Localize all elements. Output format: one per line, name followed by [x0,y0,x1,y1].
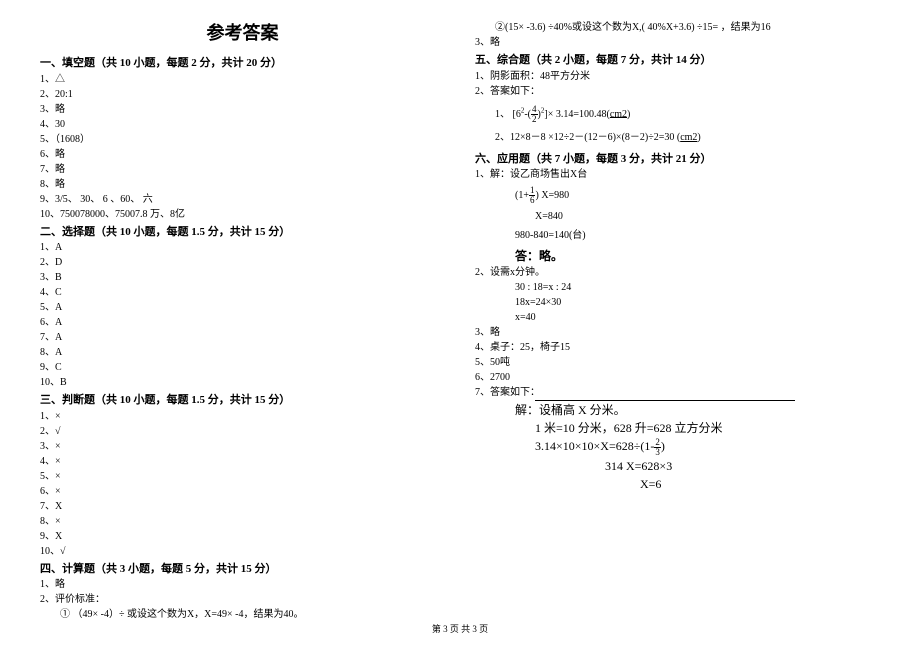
s2-i5: 5、A [40,300,445,315]
s4-i1: 1、略 [40,577,445,592]
s6-eq3: 980-840=140(台) [475,228,880,243]
s6-s7e: X=6 [475,475,880,493]
left-column: 参考答案 一、填空题（共 10 小题，每题 2 分，共计 20 分） 1、△ 2… [40,20,445,600]
s1-i6: 6、略 [40,147,445,162]
s2-i3: 3、B [40,270,445,285]
s5-f1a: 1、 [495,108,510,119]
section-5-header: 五、综合题（共 2 小题，每题 7 分，共计 14 分） [475,52,880,69]
s4-i2: 2、评价标准： [40,592,445,607]
section-3-header: 三、判断题（共 10 小题，每题 1.5 分，共计 15 分） [40,392,445,409]
s6-l3: 3、略 [475,325,880,340]
s2-i8: 8、A [40,345,445,360]
s5-f1: 1、 [62-(42)2]× 3.14=100.48(cm2) [475,105,880,124]
s3-i2: 2、√ [40,424,445,439]
section-1-header: 一、填空题（共 10 小题，每题 2 分，共计 20 分） [40,55,445,72]
s2-i10: 10、B [40,375,445,390]
s5-f2c: ) [697,132,700,143]
s2-i9: 9、C [40,360,445,375]
top-line2: 3、略 [475,35,880,50]
s6-s7b: 1 米=10 分米，628 升=628 立方分米 [475,419,880,437]
s3-i8: 8、× [40,514,445,529]
s1-i2: 2、20:1 [40,87,445,102]
s6-l6: 6、2700 [475,370,880,385]
s3-i1: 1、× [40,409,445,424]
s1-i8: 8、略 [40,177,445,192]
page-title: 参考答案 [40,20,445,47]
s6-eq2: X=840 [475,209,880,224]
s3-i6: 6、× [40,484,445,499]
s5-f2b: cm2 [680,132,697,143]
s3-i4: 4、× [40,454,445,469]
s6-ans1: 答：略。 [475,247,880,265]
s1-i9: 9、3/5、 30、 6 、60、 六 [40,192,445,207]
section-6-header: 六、应用题（共 7 小题，每题 3 分，共计 21 分） [475,151,880,168]
s5-f1b: 3.14=100.48( [556,108,610,119]
s6-eq1a: (1+ [515,190,529,201]
s6-eq1b: ) X=980 [535,190,569,201]
s1-i7: 7、略 [40,162,445,177]
s3-i9: 9、X [40,529,445,544]
s6-l5: 5、50吨 [475,355,880,370]
s6-l4: 4、桌子：25，椅子15 [475,340,880,355]
s2-i6: 6、A [40,315,445,330]
s3-i10: 10、√ [40,544,445,559]
s6-eq1: (1+16) X=980 [475,186,880,205]
section-4-header: 四、计算题（共 3 小题，每题 5 分，共计 15 分） [40,561,445,578]
s6-l2: 2、设需x分钟。 [475,265,880,280]
s2-i2: 2、D [40,255,445,270]
s3-i5: 5、× [40,469,445,484]
s1-i10: 10、750078000、75007.8 万、8亿 [40,207,445,222]
s6-p2: 18x=24×30 [475,295,880,310]
s6-l7: 7、答案如下： [475,385,880,400]
page-footer: 第 3 页 共 3 页 [0,622,920,635]
s4-sub: ① （49× -4）÷ 或设这个数为X，X=49× -4，结果为40。 [40,607,445,622]
s5-l2: 2、答案如下： [475,84,880,99]
s5-f2a: 2、12×8－8 ×12÷2－(12－6)×(8－2)÷2=30 ( [495,132,680,143]
s2-i7: 7、A [40,330,445,345]
s1-i5: 5、（1608） [40,132,445,147]
s6-p3: x=40 [475,310,880,325]
s6-s7c-a: 3.14×10×10×X=628÷(1- [535,439,654,453]
s6-p1: 30 : 18=x : 24 [475,280,880,295]
s5-f1d: ) [627,108,630,119]
s3-i7: 7、X [40,499,445,514]
s3-i3: 3、× [40,439,445,454]
s6-s7c-b: ) [661,439,665,453]
section-2-header: 二、选择题（共 10 小题，每题 1.5 分，共计 15 分） [40,224,445,241]
s1-i3: 3、略 [40,102,445,117]
s2-i4: 4、C [40,285,445,300]
s6-s7a: 解：设桶高 X 分米。 [475,401,880,419]
s5-f2: 2、12×8－8 ×12÷2－(12－6)×(8－2)÷2=30 (cm2) [475,130,880,145]
s1-i1: 1、△ [40,72,445,87]
s2-i1: 1、A [40,240,445,255]
s6-l1: 1、解：设乙商场售出X台 [475,167,880,182]
s6-s7d: 314 X=628×3 [475,457,880,475]
s6-s7c: 3.14×10×10×X=628÷(1-23) [475,437,880,457]
right-column: ②(15× -3.6) ÷40%或设这个数为X,( 40%X+3.6) ÷15=… [475,20,880,600]
top-line1: ②(15× -3.6) ÷40%或设这个数为X,( 40%X+3.6) ÷15=… [475,20,880,35]
s1-i4: 4、30 [40,117,445,132]
formula-bracket: [62-(42)2]× [513,105,554,124]
s5-l1: 1、阴影面积：48平方分米 [475,69,880,84]
s5-f1c: cm2 [610,108,627,119]
